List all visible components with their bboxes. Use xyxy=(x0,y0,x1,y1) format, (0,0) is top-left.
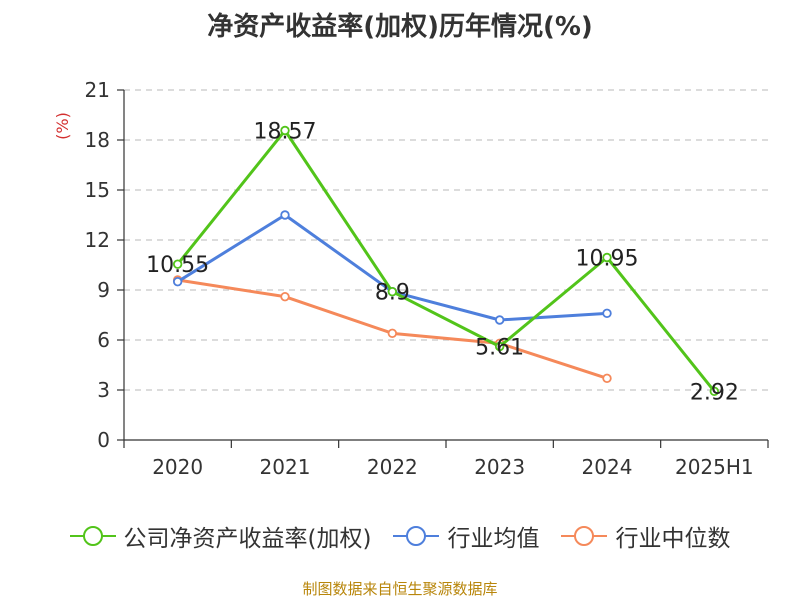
legend-symbol-icon xyxy=(69,526,116,546)
series-lines xyxy=(172,125,720,397)
y-axis-label: (%) xyxy=(53,112,72,140)
data-label: 5.61 xyxy=(475,336,524,361)
x-tick-label: 2020 xyxy=(152,455,203,479)
y-tick-label: 9 xyxy=(97,278,110,302)
data-point xyxy=(172,259,183,269)
y-tick-label: 18 xyxy=(85,128,110,152)
data-point xyxy=(494,341,505,352)
x-tick-label: 2025H1 xyxy=(675,455,754,479)
series-line xyxy=(176,129,716,393)
data-label: 18.57 xyxy=(254,120,317,145)
data-point xyxy=(387,328,398,339)
x-tick-label: 2023 xyxy=(474,455,525,479)
axes: 0 3 6 9 12 15 18 21 2020 2021 2022 2023 2024 2025H1 (%… xyxy=(53,78,769,479)
y-tick-label: 15 xyxy=(85,178,110,202)
data-point xyxy=(280,125,290,136)
x-tick-label: 2024 xyxy=(582,455,633,479)
data-point xyxy=(172,276,183,287)
data-label: 10.55 xyxy=(146,253,209,278)
legend-item: 行业中位数 xyxy=(561,519,730,553)
grid-lines xyxy=(124,89,768,391)
source-note: 制图数据来自恒生聚源数据库 xyxy=(302,580,498,598)
y-tick-label: 21 xyxy=(85,78,110,102)
data-point xyxy=(280,291,290,302)
y-tick-label: 6 xyxy=(97,328,110,352)
data-point xyxy=(387,286,398,297)
legend-label: 行业中位数 xyxy=(615,526,731,552)
data-point xyxy=(280,210,290,220)
x-tick-label: 2021 xyxy=(260,455,311,479)
y-tick-label: 0 xyxy=(97,428,110,452)
legend: 公司净资产收益率(加权) 行业均值 行业中位数 xyxy=(0,518,800,554)
data-label: 8.9 xyxy=(375,281,410,306)
legend-label: 公司净资产收益率(加权) xyxy=(123,526,372,552)
data-point xyxy=(494,315,505,325)
data-point xyxy=(602,252,612,263)
data-point xyxy=(602,373,612,384)
legend-symbol-icon xyxy=(393,526,440,546)
legend-symbol-icon xyxy=(561,526,608,546)
y-tick-label: 3 xyxy=(97,378,110,402)
y-tick-label: 12 xyxy=(85,228,110,252)
data-point xyxy=(709,386,720,397)
data-point xyxy=(602,308,612,319)
legend-label: 行业均值 xyxy=(447,526,540,552)
data-label: 2.92 xyxy=(690,380,739,405)
legend-item: 行业均值 xyxy=(393,519,539,553)
legend-item: 公司净资产收益率(加权) xyxy=(69,519,372,553)
x-tick-label: 2022 xyxy=(367,455,418,479)
chart-title: 净资产收益率(加权)历年情况(%) xyxy=(207,12,593,42)
data-labels: 10.55 18.57 8.9 5.61 10.95 2.92 xyxy=(146,120,739,406)
data-label: 10.95 xyxy=(576,247,639,272)
